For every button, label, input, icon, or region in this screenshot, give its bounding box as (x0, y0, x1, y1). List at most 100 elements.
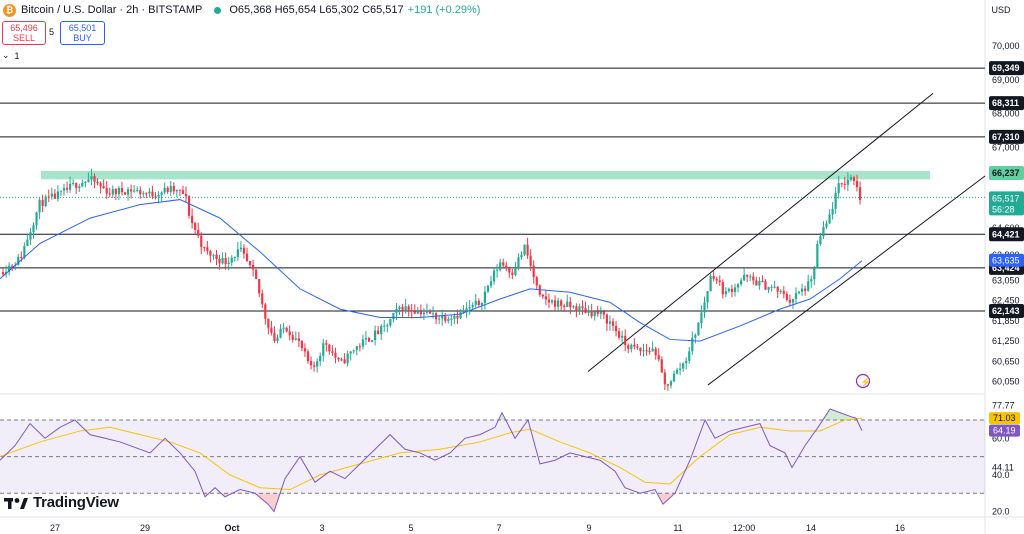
rsi-ma-value: 71.03 (993, 413, 1016, 423)
candle-body (218, 258, 221, 264)
event-marker-icon (855, 373, 871, 389)
candle-body (743, 275, 746, 281)
candle-body (624, 335, 627, 346)
candle-body (126, 189, 130, 195)
candle-body (517, 257, 520, 269)
price-tick-label: 60,050 (992, 377, 1020, 387)
candle-body (242, 247, 246, 254)
candle-body (450, 318, 453, 320)
candle-body (489, 281, 493, 286)
price-tick-label: 68,000 (992, 109, 1020, 119)
candle-body (645, 350, 648, 352)
time-tick-label: 3 (319, 523, 324, 533)
candle-body (724, 291, 727, 295)
time-tick-label: 14 (806, 523, 816, 533)
candle-body (407, 306, 410, 310)
candle-body (794, 293, 798, 299)
candle-body (520, 254, 523, 258)
time-tick-label: 7 (496, 523, 501, 533)
candle-body (846, 179, 849, 185)
candle-body (270, 327, 273, 333)
candle-body (163, 187, 166, 193)
candle-body (172, 186, 175, 192)
candle-body (633, 344, 636, 347)
candle-body (72, 182, 75, 184)
time-tick-label: 5 (408, 523, 413, 533)
candle-body (282, 327, 285, 329)
candle-body (306, 351, 310, 362)
candle-body (41, 200, 44, 207)
candle-body (108, 193, 111, 195)
buy-button[interactable]: 65,501 BUY (60, 21, 105, 45)
candle-body (453, 316, 456, 319)
resistance-zone (41, 170, 930, 180)
candle-body (852, 177, 856, 181)
candle-body (200, 235, 203, 248)
candle-body (599, 311, 602, 314)
candle-body (544, 296, 547, 300)
candle-body (236, 249, 239, 257)
candle-body (511, 272, 514, 275)
candle-body (145, 193, 148, 195)
candle-body (11, 265, 14, 267)
candle-body (197, 229, 200, 236)
candle-body (181, 190, 185, 194)
candle-body (630, 344, 633, 349)
indicators-toggle[interactable]: ⌄ 1 (2, 50, 20, 61)
candle-body (245, 253, 249, 261)
tradingview-icon (4, 497, 28, 509)
sell-button[interactable]: 65,496 SELL (2, 21, 46, 45)
candle-body (727, 288, 730, 292)
candle-body (590, 310, 593, 317)
candle-body (608, 321, 612, 324)
candle-body (816, 243, 819, 269)
candle-body (688, 351, 691, 361)
candle-body (90, 176, 93, 180)
candle-body (209, 251, 212, 256)
candle-body (499, 262, 502, 270)
candle-body (523, 244, 526, 255)
candle-body (325, 343, 328, 345)
candle-body (529, 255, 532, 266)
candle-body (584, 308, 587, 314)
tradingview-logo[interactable]: TradingView (4, 494, 119, 511)
candle-body (807, 281, 810, 291)
candle-body (740, 280, 743, 285)
candle-body (303, 348, 307, 352)
rsi-tick-label: 77.77 (992, 401, 1015, 411)
candle-body (508, 268, 511, 273)
candle-body (380, 325, 383, 335)
candle-body (611, 321, 615, 326)
candle-body (618, 331, 621, 338)
symbol-title[interactable]: Bitcoin / U.S. Dollar · 2h · BITSTAMP (21, 4, 203, 16)
candle-body (392, 312, 395, 320)
candle-body (810, 279, 813, 282)
candle-body (456, 316, 459, 319)
candle-body (663, 372, 666, 385)
candle-body (44, 196, 47, 207)
zone-label: 66,237 (992, 168, 1020, 178)
candle-body (675, 369, 679, 374)
candle-body (377, 330, 380, 335)
candle-body (502, 262, 505, 266)
brand-name: TradingView (33, 494, 119, 511)
candle-body (486, 285, 490, 292)
candle-body (840, 183, 843, 185)
candle-body (791, 298, 795, 303)
candle-body (557, 300, 560, 307)
candle-body (733, 287, 737, 292)
candle-body (669, 381, 673, 386)
candle-body (575, 306, 578, 312)
price-tick-label: 63,050 (992, 275, 1020, 285)
price-line-label-bg (989, 96, 1024, 111)
candle-body (175, 189, 178, 192)
candle-body (441, 316, 444, 319)
time-tick-label: 11 (673, 523, 682, 533)
spread-value: 5 (49, 27, 55, 37)
candle-body (547, 299, 551, 303)
candle-body (264, 304, 267, 319)
candle-body (419, 310, 422, 315)
last-price-label: 65,517 (992, 193, 1020, 203)
currency-selector[interactable]: USD (986, 2, 1016, 18)
